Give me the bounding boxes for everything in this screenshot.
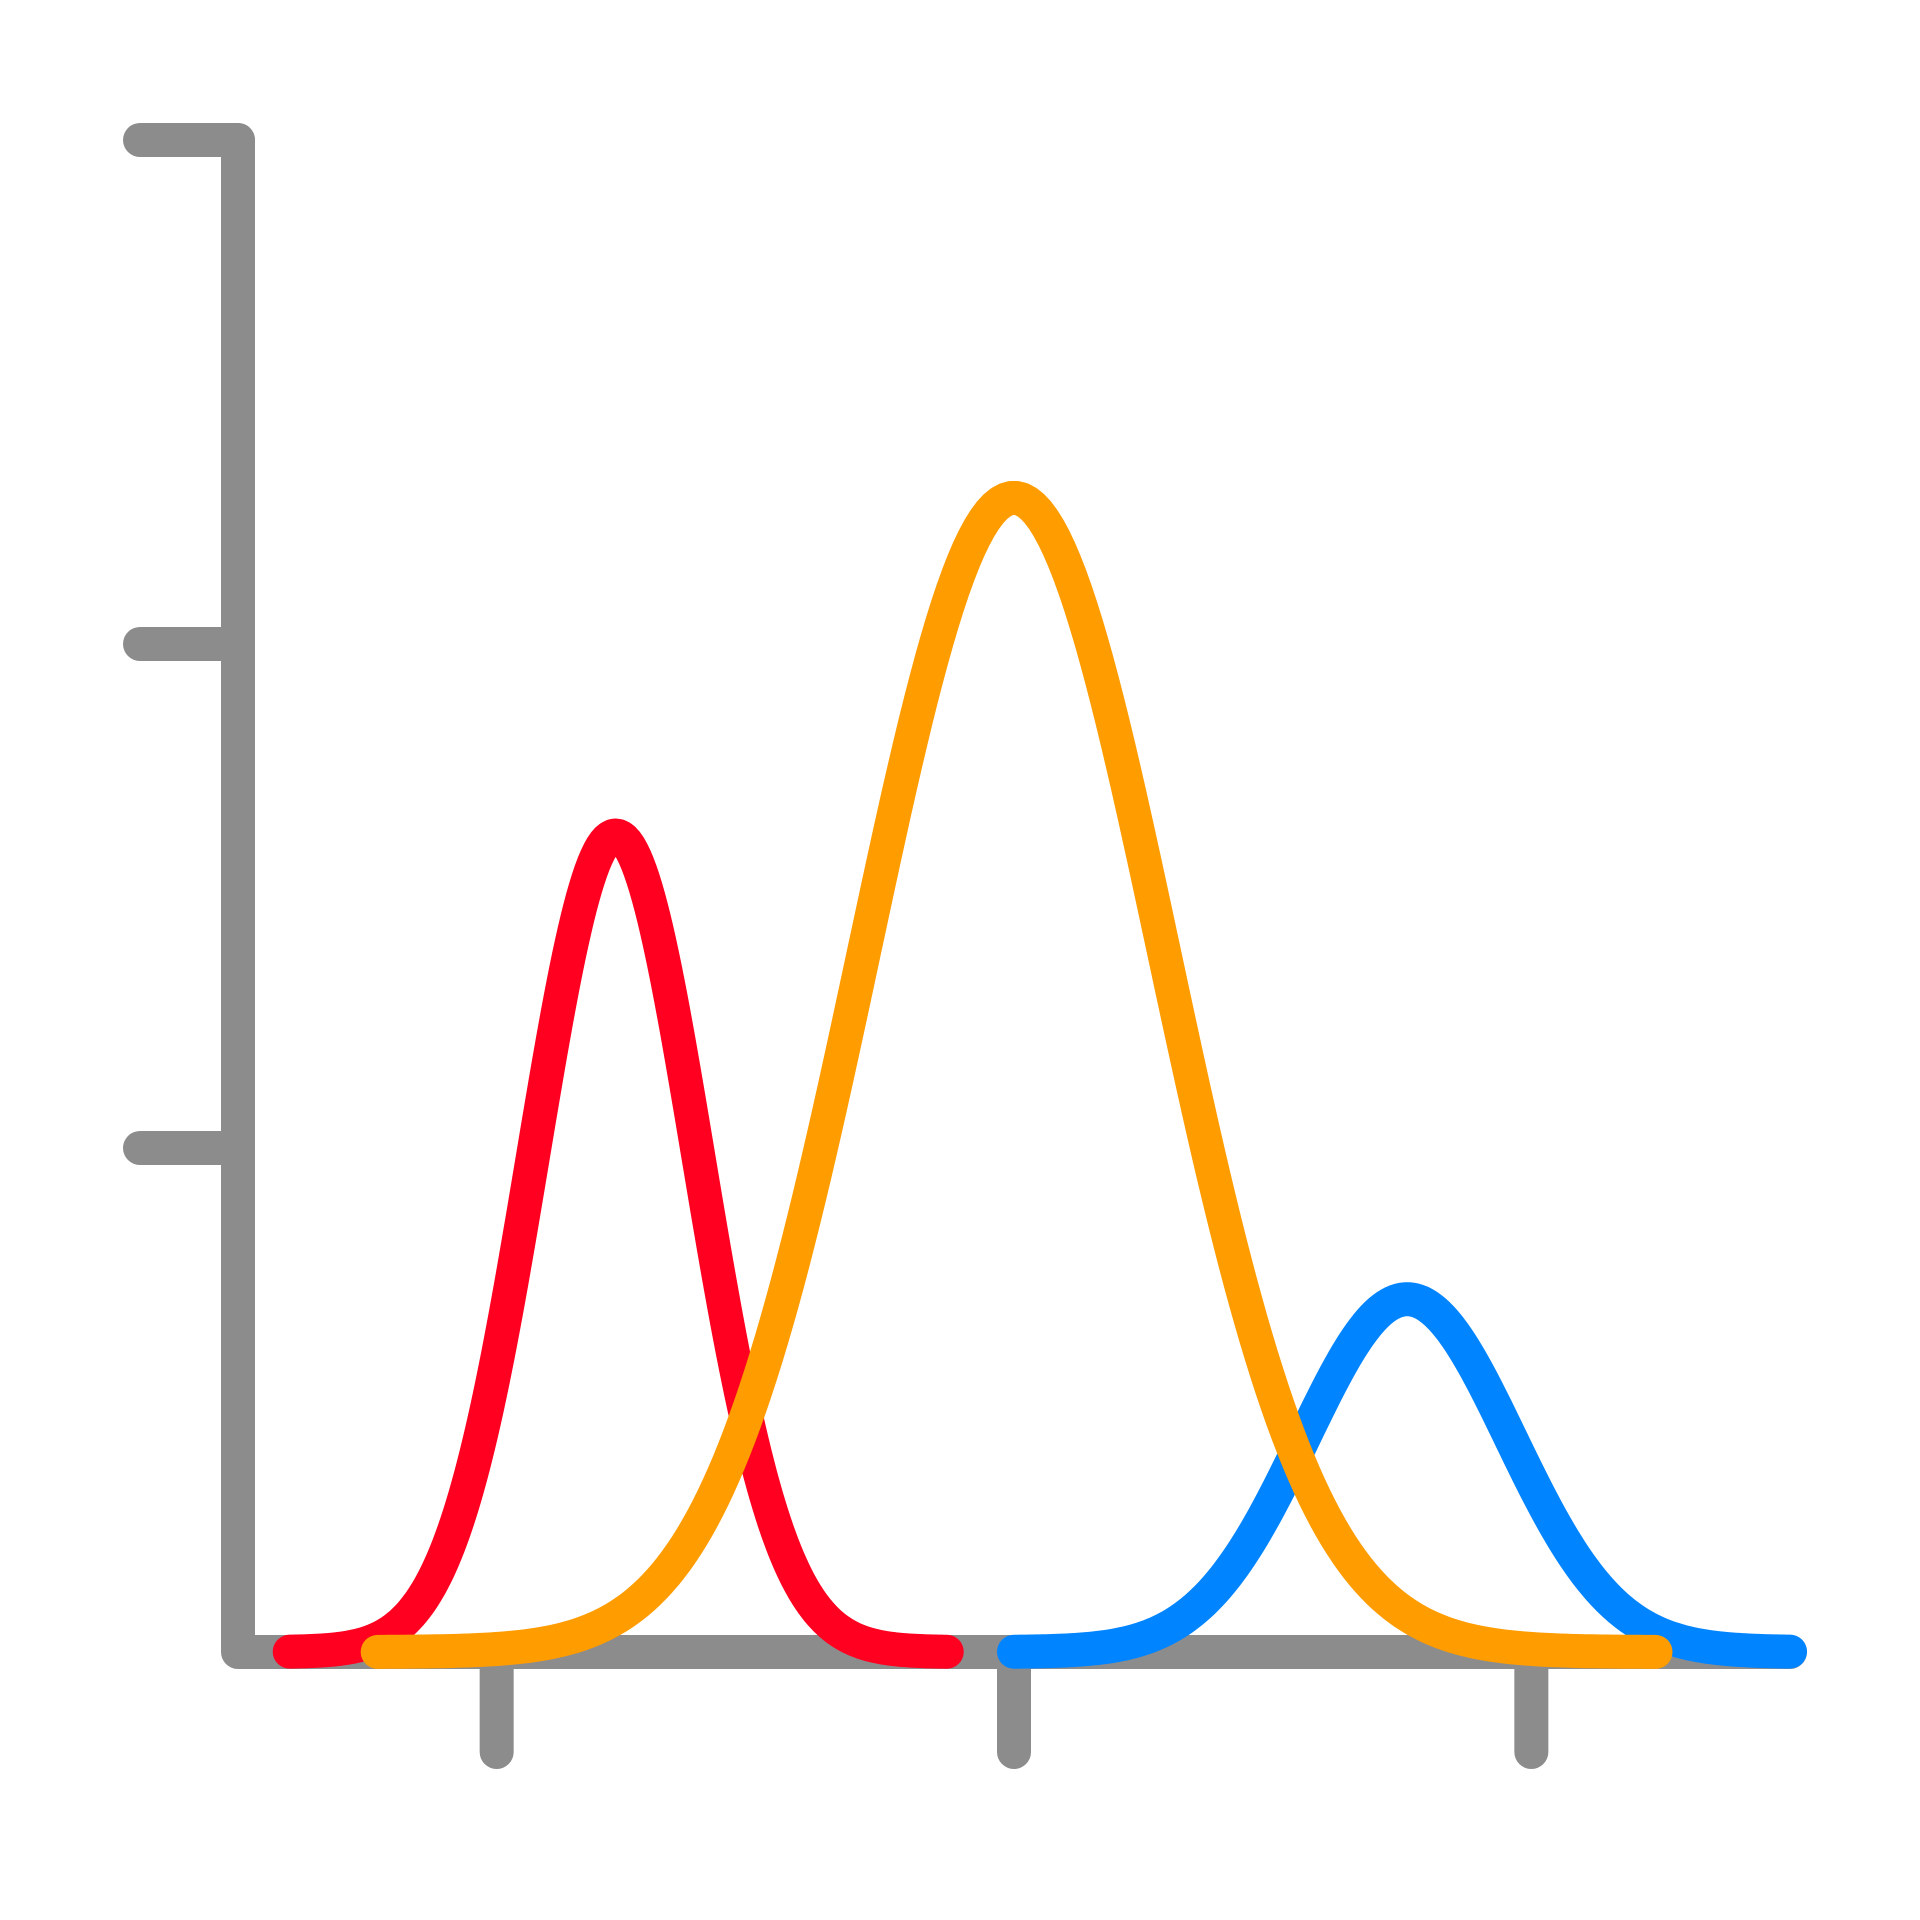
series-line-blue [997, 1282, 1807, 1669]
series-line-red [272, 818, 964, 1669]
series-line-orange [360, 481, 1673, 1669]
series-lines [272, 481, 1807, 1669]
